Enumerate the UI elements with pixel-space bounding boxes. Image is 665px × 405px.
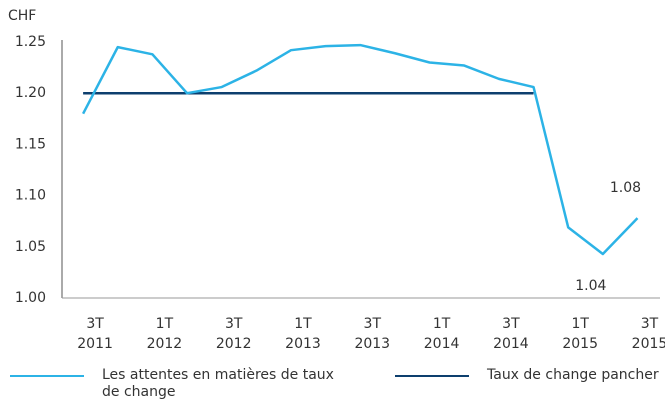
x-tick-label: 3T 2015 bbox=[631, 316, 665, 352]
y-tick-label: 1.00 bbox=[15, 290, 46, 306]
legend-label: Taux de change pancher bbox=[487, 367, 659, 383]
legend-swatch bbox=[10, 375, 84, 377]
legend-swatch bbox=[395, 375, 469, 377]
legend-label: Les attentes en matières de taux de chan… bbox=[102, 367, 334, 400]
series-line bbox=[81, 43, 639, 256]
y-tick-label: 1.25 bbox=[15, 34, 46, 50]
x-tick-label: 1T 2012 bbox=[146, 316, 183, 352]
x-tick-label: 1T 2015 bbox=[562, 316, 598, 352]
y-tick-label: 1.05 bbox=[15, 239, 46, 255]
y-tick-label: 1.15 bbox=[15, 136, 46, 152]
y-tick-label: 1.20 bbox=[15, 85, 46, 101]
x-tick-label: 3T 2014 bbox=[493, 316, 529, 352]
x-tick-label: 1T 2013 bbox=[285, 316, 321, 352]
x-tick-label: 1T 2014 bbox=[423, 316, 460, 352]
y-axis-label: CHF bbox=[8, 8, 36, 24]
data-label: 1.04 bbox=[575, 278, 606, 294]
x-tick-label: 3T 2012 bbox=[215, 316, 252, 352]
data-label: 1.08 bbox=[610, 180, 641, 196]
y-tick-label: 1.10 bbox=[15, 188, 46, 204]
legend-item: Les attentes en matières de taux de chan… bbox=[10, 367, 355, 401]
legend-item: Taux de change pancher bbox=[395, 367, 663, 384]
x-tick-label: 3T 2013 bbox=[354, 316, 391, 352]
x-tick-label: 3T 2011 bbox=[77, 316, 113, 352]
